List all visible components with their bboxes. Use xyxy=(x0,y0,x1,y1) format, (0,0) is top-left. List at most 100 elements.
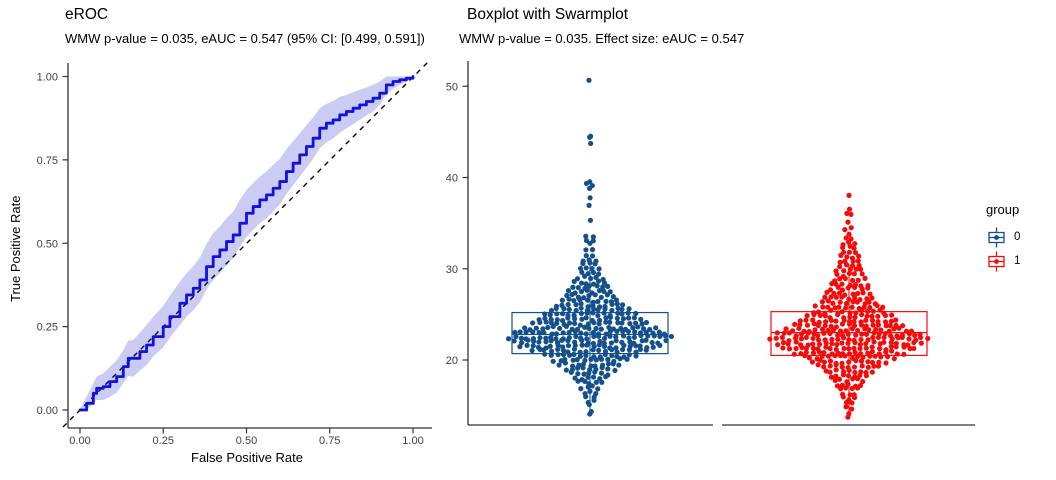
swarm-dot xyxy=(822,294,828,300)
swarm-dot xyxy=(804,313,810,319)
swarm-dot xyxy=(894,351,900,357)
swarm-dot xyxy=(601,343,608,350)
swarm-dot xyxy=(591,397,597,403)
swarm-dot xyxy=(837,259,843,265)
swarm-dot xyxy=(849,406,855,412)
swarm-dot xyxy=(811,331,817,337)
swarm-dot xyxy=(596,266,602,272)
y-tick-label: 30 xyxy=(446,264,458,276)
swarm-dot xyxy=(846,359,852,365)
swarm-dot xyxy=(533,325,539,331)
swarm-dot xyxy=(858,322,865,328)
swarm-dot xyxy=(886,328,892,334)
swarm-dot xyxy=(547,343,553,349)
swarm-dot xyxy=(846,249,853,255)
swarm-dot xyxy=(862,275,868,281)
swarm-dot xyxy=(828,317,834,324)
swarm-dot xyxy=(649,339,655,346)
swarm-dot xyxy=(633,349,639,355)
swarm-dot xyxy=(786,330,793,336)
swarm-dot xyxy=(767,336,773,342)
swarm-dot xyxy=(881,334,887,341)
swarm-dot xyxy=(633,343,639,349)
swarm-dot xyxy=(530,338,537,344)
swarm-dot xyxy=(858,358,865,364)
swarm-dot xyxy=(821,359,828,365)
swarm-dot xyxy=(587,411,593,417)
swarm-dot xyxy=(858,266,864,272)
swarm-dot xyxy=(586,77,592,83)
swarm-dot xyxy=(824,289,830,295)
swarm-dot xyxy=(852,250,859,256)
swarm-dot xyxy=(518,335,524,341)
swarm-dot xyxy=(651,333,657,339)
swarm-dot xyxy=(633,310,639,317)
swarm-dot xyxy=(867,353,873,359)
swarm-dot xyxy=(869,348,875,355)
swarm-dot xyxy=(828,374,834,380)
swarm-dot xyxy=(773,335,779,341)
swarm-dot xyxy=(601,280,608,286)
swarm-dot xyxy=(583,180,590,187)
swarm-dot xyxy=(543,319,549,325)
swarm-dot xyxy=(543,339,549,345)
swarm-dot xyxy=(806,355,812,361)
swarm-dot xyxy=(829,336,835,342)
swarm-dot xyxy=(883,349,889,355)
swarm-dot xyxy=(596,333,602,339)
swarm-dot xyxy=(843,300,850,307)
swarm-dot xyxy=(605,283,611,290)
swarm-dot xyxy=(627,321,633,327)
swarm-dot xyxy=(912,332,918,339)
swarm-dot xyxy=(822,322,828,329)
swarm-dot xyxy=(610,293,616,300)
swarm-dot xyxy=(547,312,553,318)
swarm-dot xyxy=(846,367,852,374)
swarm-dot xyxy=(852,241,858,247)
swarm-dot xyxy=(845,285,851,291)
swarm-dot xyxy=(852,349,858,355)
swarm-dot xyxy=(598,356,605,362)
swarm-dot xyxy=(650,344,656,350)
swarm-dot xyxy=(851,271,857,277)
swarm-dot xyxy=(833,318,839,324)
swarm-dot xyxy=(529,347,535,354)
swarm-dot xyxy=(584,336,590,342)
swarm-dot xyxy=(847,266,853,272)
swarm-dot xyxy=(578,305,584,311)
swarm-dot xyxy=(587,217,594,223)
swarm-dot xyxy=(846,270,852,277)
swarm-dot xyxy=(888,348,895,354)
swarm-dot xyxy=(620,316,627,322)
swarm-dot xyxy=(863,331,870,337)
swarm-dot xyxy=(580,365,586,371)
swarm-dot xyxy=(855,290,861,297)
swarm-dot xyxy=(793,339,799,345)
swarm-dot xyxy=(827,330,833,337)
swarm-dot xyxy=(874,302,880,309)
swarm-dot xyxy=(574,365,581,371)
swarm-dot xyxy=(590,234,596,240)
swarm-dot xyxy=(588,140,594,147)
swarm-dot xyxy=(595,278,602,284)
legend-item-group-1: 1 xyxy=(986,249,1020,273)
swarm-dot xyxy=(859,363,865,369)
swarm-dot xyxy=(581,295,587,301)
swarm-dot xyxy=(775,342,781,348)
swarm-dot xyxy=(830,327,837,333)
swarm-dot xyxy=(832,377,838,383)
swarm-dot xyxy=(849,304,855,310)
swarm-dot xyxy=(811,312,817,318)
swarm-dot xyxy=(860,378,866,385)
boxplot-key-icon xyxy=(988,227,1005,247)
swarm-dot xyxy=(505,336,512,342)
swarm-dot xyxy=(593,325,599,332)
swarm-dot xyxy=(583,352,589,359)
swarm-dot xyxy=(842,353,848,359)
swarm-dot xyxy=(587,134,593,140)
swarm-dot xyxy=(852,314,858,320)
swarm-dot xyxy=(865,337,871,343)
swarm-dot xyxy=(536,330,542,336)
swarm-dot xyxy=(590,374,597,380)
swarm-dot xyxy=(550,358,556,364)
